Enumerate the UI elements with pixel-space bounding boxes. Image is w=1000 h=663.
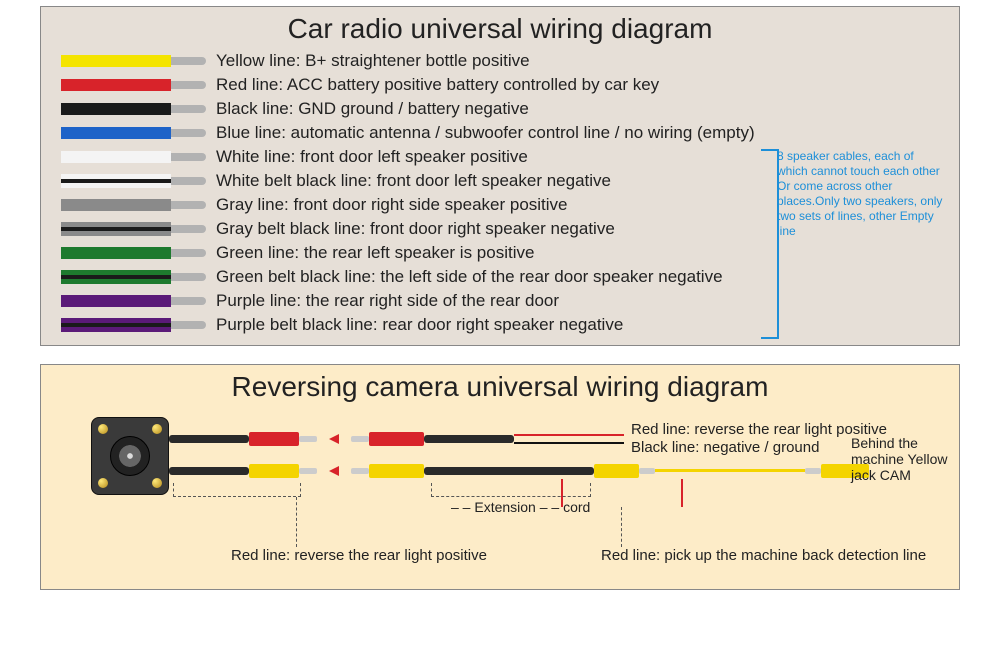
- wire-row: Blue line: automatic antenna / subwoofer…: [61, 121, 939, 145]
- video-ext-wire: [655, 469, 805, 472]
- wire-label: White belt black line: front door left s…: [216, 171, 611, 191]
- arrow-icon-1: [329, 434, 339, 444]
- video-cable-l: [424, 467, 594, 475]
- wire-icon: [61, 294, 206, 308]
- wire-row: Green line: the rear left speaker is pos…: [61, 241, 939, 265]
- camera-stage: Red line: reverse the rear light positiv…: [61, 407, 939, 577]
- cam-cable-bot: [169, 467, 249, 475]
- tip-6: [805, 468, 821, 474]
- tip-4: [351, 468, 369, 474]
- power-cable: [424, 435, 514, 443]
- power-red-wire: [514, 434, 624, 436]
- wire-row: Purple belt black line: rear door right …: [61, 313, 939, 337]
- video-plug-yellow-l: [369, 464, 424, 478]
- wire-label: Green line: the rear left speaker is pos…: [216, 243, 534, 263]
- wire-label: Purple line: the rear right side of the …: [216, 291, 559, 311]
- wire-label: Red line: ACC battery positive battery c…: [216, 75, 659, 95]
- wire-icon: [61, 246, 206, 260]
- cam-bracket: [173, 483, 301, 497]
- wire-icon: [61, 102, 206, 116]
- wire-icon: [61, 174, 206, 188]
- dash-down-1: [296, 497, 297, 547]
- speaker-note: 8 speaker cables, each of which cannot t…: [777, 149, 947, 239]
- wire-label: Black line: GND ground / battery negativ…: [216, 99, 529, 119]
- lbl-red-bl: Red line: reverse the rear light positiv…: [231, 547, 487, 564]
- wire-list: 8 speaker cables, each of which cannot t…: [61, 49, 939, 337]
- wire-label: Purple belt black line: rear door right …: [216, 315, 623, 335]
- wire-icon: [61, 150, 206, 164]
- camera-icon: [91, 417, 169, 495]
- lbl-red-right: Red line: reverse the rear light positiv…: [631, 421, 887, 438]
- camera-title: Reversing camera universal wiring diagra…: [61, 371, 939, 403]
- video-plug-yellow-m: [594, 464, 639, 478]
- cam-plug-red: [249, 432, 299, 446]
- lbl-black-right: Black line: negative / ground: [631, 439, 819, 456]
- lbl-red-br: Red line: pick up the machine back detec…: [601, 547, 926, 564]
- wire-label: Green belt black line: the left side of …: [216, 267, 723, 287]
- wire-row: Green belt black line: the left side of …: [61, 265, 939, 289]
- detect-red-r: [681, 479, 683, 507]
- radio-panel: Car radio universal wiring diagram 8 spe…: [40, 6, 960, 346]
- camera-panel: Reversing camera universal wiring diagra…: [40, 364, 960, 590]
- dash-down-2: [621, 507, 622, 547]
- wire-icon: [61, 222, 206, 236]
- lbl-extension: – – Extension – – cord: [451, 499, 590, 515]
- wire-row: Black line: GND ground / battery negativ…: [61, 97, 939, 121]
- radio-title: Car radio universal wiring diagram: [61, 13, 939, 45]
- wire-label: Gray belt black line: front door right s…: [216, 219, 615, 239]
- wire-label: White line: front door left speaker posi…: [216, 147, 528, 167]
- wire-icon: [61, 54, 206, 68]
- arrow-icon-2: [329, 466, 339, 476]
- tip-3: [351, 436, 369, 442]
- tip-1: [299, 436, 317, 442]
- power-plug-red: [369, 432, 424, 446]
- wire-icon: [61, 126, 206, 140]
- power-black-wire: [514, 442, 624, 444]
- wire-icon: [61, 318, 206, 332]
- tip-5: [639, 468, 655, 474]
- wire-icon: [61, 78, 206, 92]
- wire-icon: [61, 270, 206, 284]
- cam-plug-yellow: [249, 464, 299, 478]
- wire-row: Red line: ACC battery positive battery c…: [61, 73, 939, 97]
- wire-label: Yellow line: B+ straightener bottle posi…: [216, 51, 530, 71]
- lbl-behind: Behind the machine Yellow jack CAM: [851, 435, 961, 483]
- wire-row: Yellow line: B+ straightener bottle posi…: [61, 49, 939, 73]
- wire-row: Purple line: the rear right side of the …: [61, 289, 939, 313]
- wire-icon: [61, 198, 206, 212]
- ext-bracket: [431, 483, 591, 497]
- wire-label: Gray line: front door right side speaker…: [216, 195, 568, 215]
- cam-cable-top: [169, 435, 249, 443]
- tip-2: [299, 468, 317, 474]
- wire-label: Blue line: automatic antenna / subwoofer…: [216, 123, 755, 143]
